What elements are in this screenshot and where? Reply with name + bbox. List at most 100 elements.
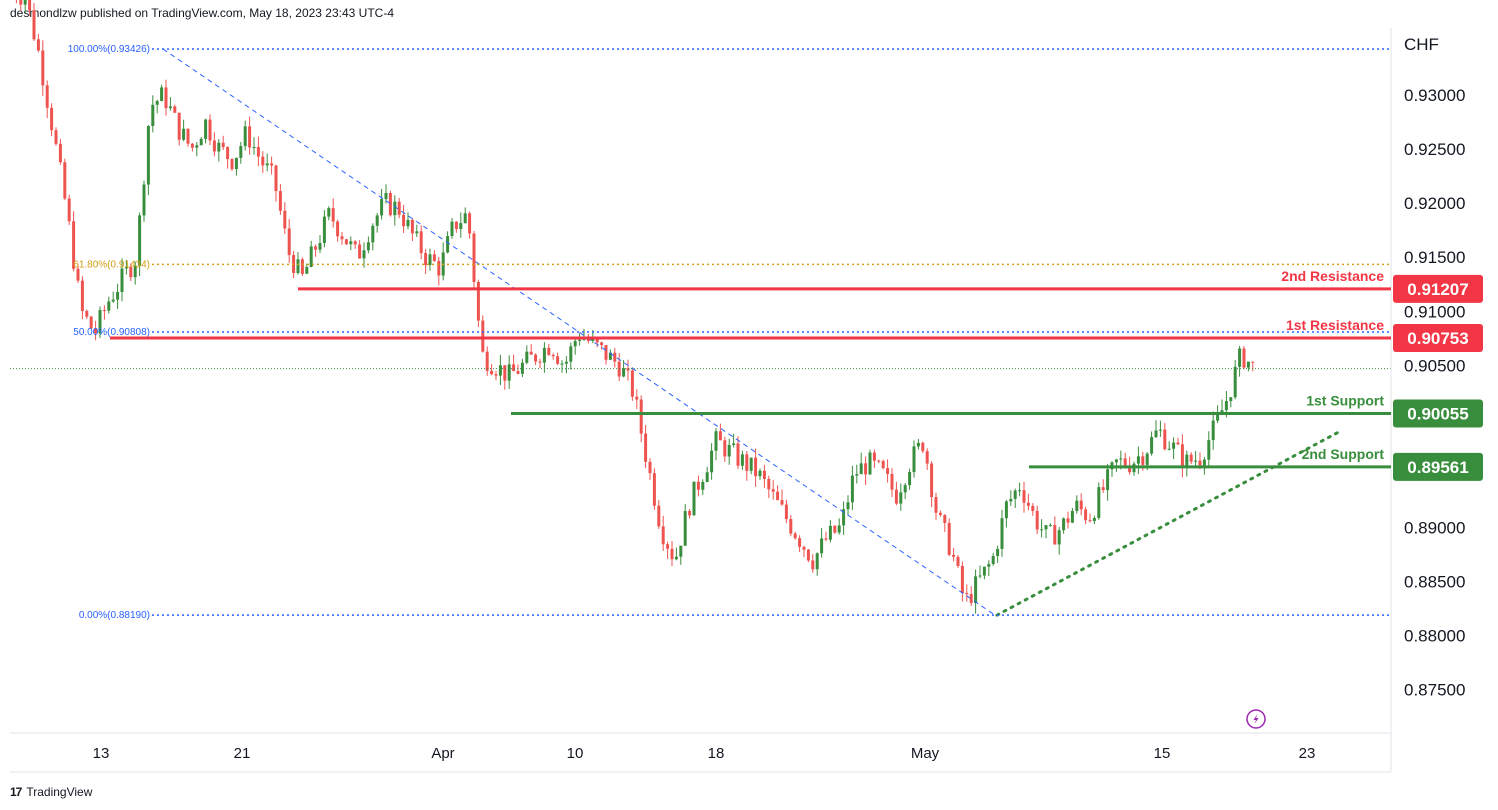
candle-body xyxy=(529,351,533,355)
candle-body xyxy=(1044,525,1048,530)
resistance-level-label: 1st Resistance xyxy=(1286,317,1384,333)
candle-body xyxy=(912,446,916,473)
candle-body xyxy=(1194,460,1198,462)
candle-body xyxy=(930,463,934,498)
candle-body xyxy=(472,233,476,282)
candle-body xyxy=(177,112,181,140)
candle-body xyxy=(784,504,788,520)
candle-body xyxy=(842,509,846,526)
candle-body xyxy=(1220,410,1224,414)
candle-body xyxy=(740,454,744,466)
candle-body xyxy=(666,544,670,549)
candle-body xyxy=(375,215,379,226)
candle-body xyxy=(265,163,269,166)
candle-body xyxy=(789,519,793,534)
candle-body xyxy=(811,560,815,570)
candle-body xyxy=(278,191,282,211)
candle-body xyxy=(503,365,507,381)
candle-body xyxy=(287,228,291,256)
price-badge-text: 0.91207 xyxy=(1407,280,1468,299)
candle-body xyxy=(173,106,177,113)
candle-body xyxy=(1233,366,1237,398)
x-tick-label: 10 xyxy=(567,745,584,762)
candle-body xyxy=(670,548,674,560)
candle-body xyxy=(780,500,784,505)
candle-body xyxy=(160,87,164,102)
candle-body xyxy=(89,316,93,329)
candle-body xyxy=(204,119,208,139)
price-badge-text: 0.89561 xyxy=(1407,458,1468,477)
candle-body xyxy=(1066,518,1070,523)
fib-level-label: 0.00%(0.88190) xyxy=(79,610,150,621)
candle-body xyxy=(28,0,32,11)
candle-body xyxy=(538,361,542,363)
fib-level-label: 50.00%(0.90808) xyxy=(73,327,150,338)
candle-body xyxy=(384,192,388,200)
candle-body xyxy=(1009,498,1013,502)
candle-body xyxy=(102,310,106,312)
candle-body xyxy=(758,470,762,477)
candle-body xyxy=(815,553,819,570)
candle-body xyxy=(1141,456,1145,465)
candle-body xyxy=(133,265,137,278)
candle-body xyxy=(908,472,912,486)
support-level-label: 2nd Support xyxy=(1302,446,1385,462)
candle-body xyxy=(600,342,604,346)
candle-body xyxy=(1242,348,1246,368)
candle-body xyxy=(507,364,511,381)
candle-body xyxy=(877,460,881,462)
candle-body xyxy=(450,221,454,237)
candle-body xyxy=(190,143,194,148)
price-chart[interactable]: CHF 0.93000 0.92500 0.92000 0.91500 0.91000 0… xyxy=(0,0,1498,780)
candle-body xyxy=(314,246,318,250)
candle-body xyxy=(318,243,322,250)
candle-body xyxy=(850,475,854,503)
candle-body xyxy=(714,431,718,451)
support-price-badge xyxy=(1393,399,1483,428)
candle-body xyxy=(397,201,401,215)
candle-body xyxy=(1123,458,1127,467)
brand-label[interactable]: TradingView xyxy=(26,785,93,799)
candle-body xyxy=(1084,509,1088,521)
candle-body xyxy=(309,246,313,268)
lightning-icon[interactable] xyxy=(1246,709,1266,729)
candle-body xyxy=(899,492,903,504)
candle-body xyxy=(358,244,362,259)
candle-body xyxy=(525,351,529,363)
y-tick-label: 0.92500 xyxy=(1404,140,1465,159)
candle-body xyxy=(1097,487,1101,518)
candle-body xyxy=(1026,502,1030,506)
candle-body xyxy=(1189,454,1193,462)
candle-body xyxy=(120,268,124,292)
candle-body xyxy=(635,396,639,400)
candle-body xyxy=(991,555,995,565)
candle-body xyxy=(494,374,498,376)
candle-body xyxy=(428,254,432,266)
candle-body xyxy=(674,556,678,560)
candle-body xyxy=(1057,530,1061,545)
candle-body xyxy=(1185,454,1189,468)
candle-body xyxy=(388,192,392,216)
candle-body xyxy=(837,525,841,533)
candle-body xyxy=(965,592,969,595)
candle-body xyxy=(1128,466,1132,473)
candle-body xyxy=(644,433,648,462)
candle-body xyxy=(50,107,54,131)
candle-body xyxy=(573,340,577,347)
candle-body xyxy=(1079,500,1083,510)
candle-body xyxy=(551,354,555,357)
candle-body xyxy=(85,310,89,317)
candle-body xyxy=(212,140,216,152)
candle-body xyxy=(767,478,771,490)
candle-body xyxy=(344,239,348,245)
candle-body xyxy=(199,138,203,146)
y-tick-label: 0.93000 xyxy=(1404,86,1465,105)
candle-body xyxy=(978,575,982,577)
candle-body xyxy=(622,368,626,377)
candle-body xyxy=(226,147,230,160)
x-tick-label: 15 xyxy=(1154,745,1171,762)
candle-body xyxy=(872,452,876,461)
x-tick-label: 18 xyxy=(708,745,725,762)
candle-body xyxy=(586,338,590,341)
candle-body xyxy=(820,538,824,554)
